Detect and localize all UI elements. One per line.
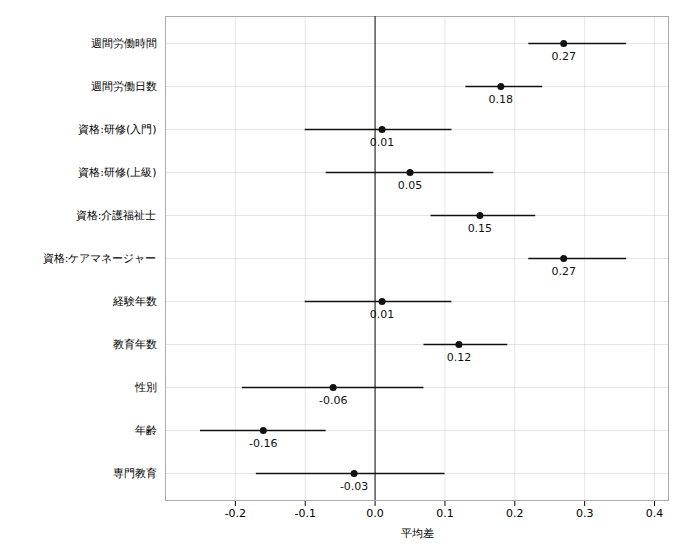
svg-text:教育年数: 教育年数 [113,338,157,351]
svg-text:資格:研修(入門): 資格:研修(入門) [78,123,156,136]
svg-text:-0.03: -0.03 [340,480,368,493]
svg-text:-0.1: -0.1 [294,507,315,520]
svg-text:-0.06: -0.06 [319,394,347,407]
svg-text:0.27: 0.27 [551,50,576,63]
svg-text:0.4: 0.4 [646,507,664,520]
svg-text:0.01: 0.01 [370,136,395,149]
svg-text:0.27: 0.27 [551,265,576,278]
svg-text:資格:介護福祉士: 資格:介護福祉士 [76,209,157,222]
svg-text:0.0: 0.0 [366,507,384,520]
svg-text:0.2: 0.2 [506,507,524,520]
svg-text:0.15: 0.15 [468,222,493,235]
svg-text:0.01: 0.01 [370,308,395,321]
svg-text:資格:研修(上級): 資格:研修(上級) [78,166,156,179]
svg-text:-0.16: -0.16 [249,437,277,450]
svg-text:週間労働時間: 週間労働時間 [91,37,157,50]
svg-text:0.1: 0.1 [436,507,454,520]
svg-text:0.05: 0.05 [398,179,423,192]
svg-text:専門教育: 専門教育 [113,467,157,480]
svg-text:0.18: 0.18 [489,93,514,106]
svg-text:0.3: 0.3 [576,507,594,520]
svg-text:-0.2: -0.2 [225,507,246,520]
svg-text:0.12: 0.12 [447,351,472,364]
svg-text:資格:ケアマネージャー: 資格:ケアマネージャー [43,252,157,265]
svg-text:経験年数: 経験年数 [112,295,157,308]
svg-text:性別: 性別 [134,381,157,394]
svg-text:年齢: 年齢 [135,424,157,437]
svg-text:平均差: 平均差 [401,527,434,540]
svg-text:週間労働日数: 週間労働日数 [91,80,157,93]
